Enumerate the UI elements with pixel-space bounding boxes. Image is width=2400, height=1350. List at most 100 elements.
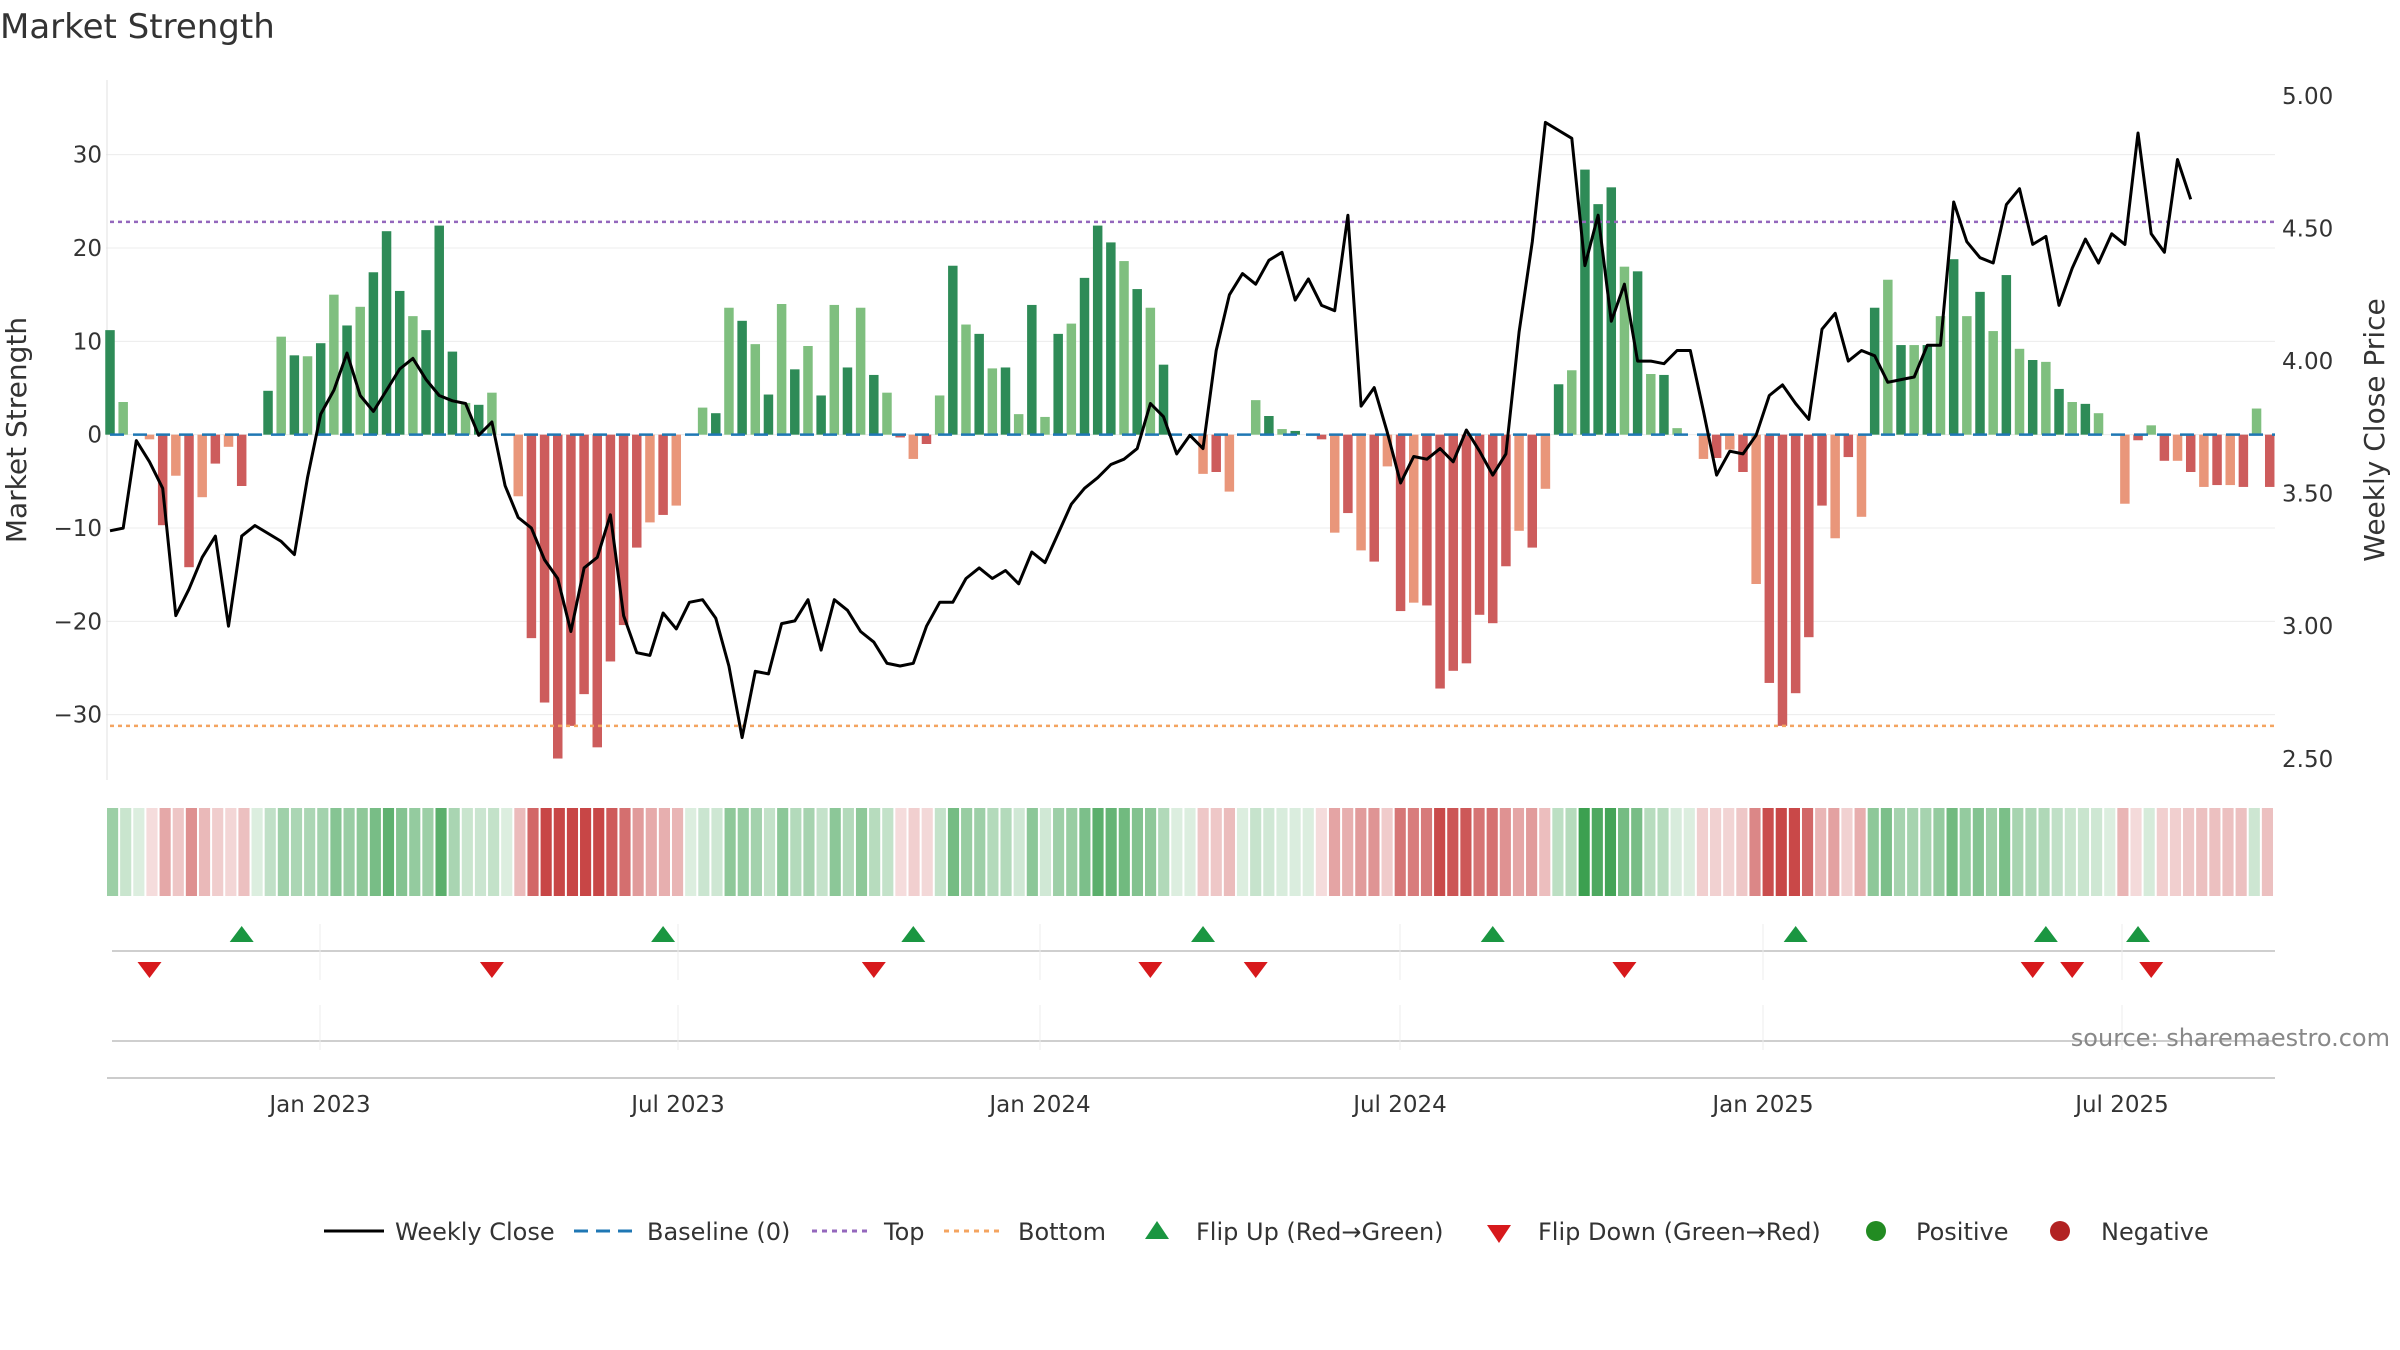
positive-strength-bar: [1672, 428, 1682, 435]
positive-strength-bar: [1250, 400, 1261, 435]
negative-strength-bar: [1830, 434, 1840, 539]
positive-strength-bar: [434, 225, 444, 435]
negative-strength-bar: [1777, 434, 1788, 726]
negative-strength-bar: [1501, 434, 1511, 567]
heat-cell: [1841, 808, 1853, 896]
y2-tick-label: 4.00: [2282, 349, 2333, 375]
heat-cell: [159, 808, 171, 896]
heat-cell: [2169, 808, 2182, 896]
heat-cell: [1355, 808, 1367, 896]
negative-strength-bar: [210, 434, 221, 464]
heat-cell: [1302, 808, 1314, 896]
heat-cell: [1644, 808, 1656, 896]
positive-strength-bar: [737, 320, 747, 435]
heat-cell: [1710, 808, 1722, 896]
positive-strength-bar: [1646, 374, 1656, 435]
heat-cell: [1788, 808, 1800, 896]
source-text: source: sharemaestro.com: [2071, 1024, 2390, 1052]
heat-cell: [107, 808, 119, 896]
y2-tick-label: 4.50: [2282, 216, 2333, 242]
heat-cell: [146, 808, 158, 896]
reference-lines: [110, 220, 2275, 728]
heat-cell: [777, 808, 789, 896]
flip-down-marker: [2020, 962, 2045, 978]
negative-strength-bar: [1764, 434, 1775, 683]
heat-cell: [317, 808, 329, 896]
positive-strength-bar: [1066, 323, 1077, 435]
heat-cell: [1407, 808, 1419, 896]
heat-cell: [711, 808, 723, 896]
negative-strength-bar: [1211, 434, 1221, 472]
negative-strength-bar: [157, 434, 168, 526]
heat-cell: [251, 808, 263, 896]
flip-down-marker: [2060, 962, 2085, 978]
heat-cell: [1079, 808, 1091, 896]
negative-strength-bar: [579, 434, 589, 695]
heat-cell: [1893, 808, 1906, 896]
heat-cell: [540, 808, 552, 896]
heat-cell: [396, 808, 408, 896]
heat-cell: [632, 808, 644, 896]
positive-strength-bar: [1145, 307, 1156, 435]
heat-cell: [553, 808, 565, 896]
legend: Weekly Close Baseline (0) Top Bottom Fli…: [324, 1218, 2209, 1246]
heat-cell: [501, 808, 513, 896]
heat-cell: [987, 808, 999, 896]
strength-bars: [105, 169, 2275, 759]
negative-strength-bar: [171, 434, 181, 476]
positive-strength-bar: [842, 367, 853, 435]
positive-strength-bar: [2041, 361, 2051, 435]
legend-bottom: Bottom: [1018, 1218, 1106, 1246]
legend-flip-up: Flip Up (Red→Green): [1196, 1218, 1444, 1246]
heat-cell: [921, 808, 933, 896]
weekly-close-line: [109, 120, 2193, 740]
heat-cell: [685, 808, 697, 896]
heat-cell: [566, 808, 579, 896]
y-axis-label: Market Strength: [0, 317, 33, 543]
positive-strength-bar: [855, 307, 866, 435]
negative-strength-bar: [1817, 434, 1827, 506]
y-tick-label: 0: [87, 423, 102, 449]
heat-cell: [1066, 808, 1078, 896]
negative-strength-bar: [1474, 434, 1485, 615]
positive-strength-bar: [763, 394, 774, 435]
positive-strength-bar: [1106, 242, 1116, 435]
negative-strength-bar: [1461, 434, 1472, 664]
negative-strength-bar: [2212, 434, 2222, 486]
legend-positive-icon: [1866, 1221, 1886, 1241]
positive-strength-bar: [329, 294, 339, 435]
heat-cell: [1460, 808, 1472, 896]
positive-strength-bar: [1883, 279, 1893, 435]
negative-strength-bar: [908, 434, 919, 459]
negative-strength-bar: [1356, 434, 1366, 551]
flip-up-marker: [651, 926, 676, 942]
heat-cell: [448, 808, 460, 896]
heat-cell: [1315, 808, 1327, 896]
positive-strength-bar: [342, 325, 352, 435]
legend-flip-down-icon: [1487, 1225, 1511, 1243]
heat-cell: [2222, 808, 2234, 896]
positive-strength-bar: [882, 392, 892, 435]
heat-cell: [947, 808, 960, 896]
heat-cell: [2064, 808, 2076, 896]
negative-strength-bar: [2172, 434, 2183, 461]
negative-strength-bar: [1488, 434, 1498, 624]
positive-strength-bar: [724, 307, 734, 435]
positive-strength-bar: [829, 304, 840, 435]
flip-up-marker: [901, 926, 926, 942]
heat-cell: [2156, 808, 2168, 896]
positive-strength-bar: [1000, 367, 1011, 435]
heat-cell: [1328, 808, 1341, 896]
flip-down-marker: [2139, 962, 2164, 978]
heat-cell: [619, 808, 631, 896]
y-tick-label: −20: [53, 609, 102, 635]
heat-cell: [1591, 808, 1603, 896]
heat-cell: [1578, 808, 1590, 896]
positive-strength-bar: [1277, 429, 1287, 435]
heat-cell: [1683, 808, 1695, 896]
positive-strength-bar: [1962, 316, 1972, 435]
heat-cell: [382, 808, 395, 896]
negative-strength-bar: [2159, 434, 2170, 461]
positive-strength-bar: [2067, 402, 2077, 435]
heat-cell: [1999, 808, 2011, 896]
